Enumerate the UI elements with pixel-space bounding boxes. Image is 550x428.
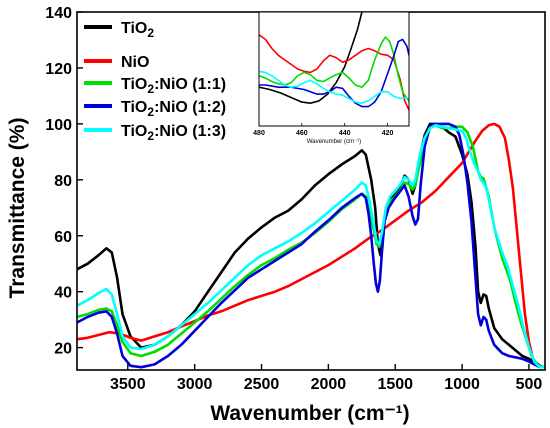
x-tick-label: 3000	[177, 376, 213, 393]
inset-series-line-2	[259, 36, 409, 102]
inset-series-line-1	[259, 34, 409, 111]
x-tick-label: 500	[516, 376, 543, 393]
inset-lines	[259, 12, 409, 111]
y-tick-label: 80	[54, 173, 72, 190]
x-tick-label: 3500	[110, 376, 146, 393]
inset-plot: 480 460 440 420 Wavenumber (cm⁻¹)	[253, 11, 410, 145]
x-tick-label: 2500	[244, 376, 280, 393]
legend-label: NiO	[121, 54, 149, 71]
x-tick-label: 1500	[377, 376, 413, 393]
inset-x-tick-label: 420	[382, 130, 394, 137]
y-tick-label: 100	[45, 117, 72, 134]
legend-label: TiO2:NiO (1:3)	[121, 123, 226, 143]
y-tick-label: 40	[54, 285, 72, 302]
y-tick-label: 60	[54, 229, 72, 246]
inset-series-line-3	[259, 38, 409, 108]
legend: TiO2 NiO TiO2:NiO (1:1) TiO2:NiO (1:2) TiO2:…	[84, 20, 226, 143]
inset-x-tick-label: 460	[296, 130, 308, 137]
series-line-4	[76, 124, 545, 369]
inset-series-line-4	[259, 70, 409, 104]
x-axis-label: Wavenumber (cm⁻¹)	[210, 402, 409, 425]
y-tick-label: 120	[45, 61, 72, 78]
legend-label: TiO2:NiO (1:2)	[121, 99, 226, 119]
main-plot-axes: 3500 3000 2500 2000 1500 1000 500 20 40 60 80 100 12…	[45, 5, 546, 393]
y-tick-label: 20	[54, 341, 72, 358]
inset-background	[259, 12, 409, 126]
legend-label: TiO2:NiO (1:1)	[121, 76, 226, 96]
main-plot-lines	[76, 122, 545, 369]
legend-label: TiO2	[121, 20, 154, 40]
y-axis-label: Transmittance (%)	[6, 118, 29, 299]
x-tick-label: 2000	[311, 376, 347, 393]
inset-series-line-0	[259, 12, 363, 104]
y-tick-label: 140	[45, 5, 72, 22]
inset-x-tick-label: 480	[253, 130, 265, 137]
inset-x-tick-label: 440	[339, 130, 351, 137]
inset-frame	[258, 11, 410, 127]
inset-x-axis-label: Wavenumber (cm⁻¹)	[307, 139, 361, 145]
x-tick-label: 1000	[444, 376, 480, 393]
